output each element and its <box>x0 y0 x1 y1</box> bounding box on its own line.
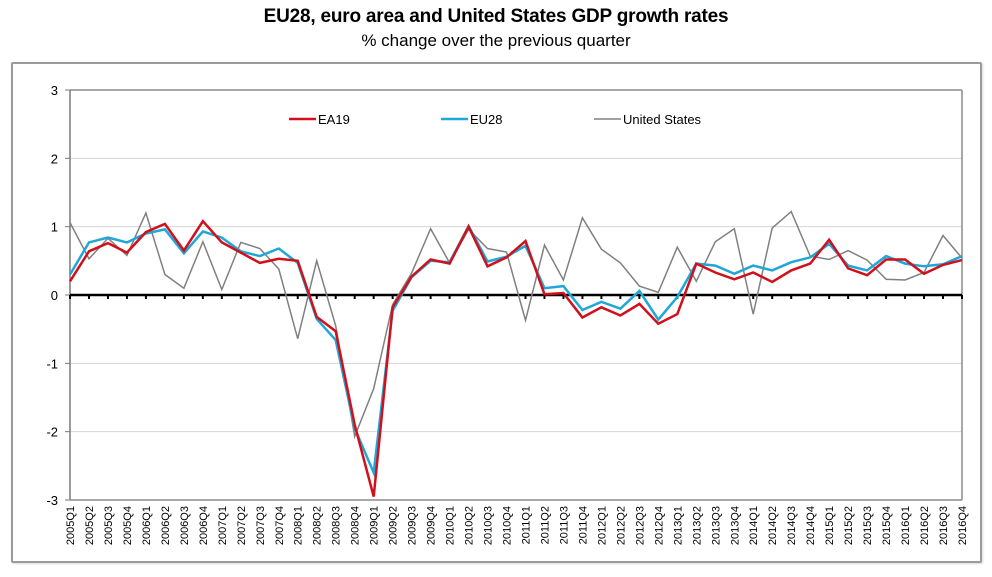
x-tick-label: 2015Q3 <box>862 506 874 545</box>
x-tick-label: 2006Q3 <box>179 506 191 545</box>
y-tick-label: 3 <box>51 83 58 98</box>
x-tick-label: 2015Q4 <box>881 506 893 545</box>
x-tick-label: 2011Q2 <box>539 506 551 544</box>
x-tick-label: 2007Q1 <box>217 506 229 545</box>
y-axis: 3 2 1 0 -1 -2 -3 <box>46 83 71 508</box>
x-tick-label: 2014Q4 <box>805 506 817 545</box>
x-tick-label: 2007Q2 <box>236 506 248 545</box>
x-tick-label: 2009Q1 <box>369 506 381 545</box>
x-tick-label: 2007Q4 <box>274 506 286 545</box>
legend: EA19 EU28 United States <box>289 112 702 127</box>
chart-frame <box>11 62 982 563</box>
x-axis <box>69 293 963 299</box>
x-tick-label: 2016Q2 <box>919 506 931 545</box>
y-tick-label: 0 <box>51 288 58 303</box>
x-tick-label: 2010Q2 <box>464 506 476 545</box>
x-tick-label: 2010Q1 <box>445 506 457 545</box>
chart-title: EU28, euro area and United States GDP gr… <box>263 6 729 27</box>
x-tick-label: 2014Q3 <box>786 506 798 545</box>
gridlines <box>70 157 962 433</box>
x-tick-label: 2014Q1 <box>748 506 760 545</box>
x-tick-label: 2005Q3 <box>103 506 115 545</box>
series-line-eu28 <box>68 223 963 478</box>
y-tick-label: 2 <box>51 151 58 166</box>
x-tick-label: 2013Q2 <box>691 506 703 545</box>
series-line-ea19 <box>68 219 963 497</box>
x-tick-label: 2009Q4 <box>426 506 438 545</box>
x-tick-label: 2015Q1 <box>824 506 836 545</box>
x-tick-label: 2009Q3 <box>407 506 419 545</box>
x-tick-label: 2015Q2 <box>843 506 855 545</box>
x-tick-label: 2006Q4 <box>198 506 210 545</box>
x-tick-label: 2011Q4 <box>577 506 589 544</box>
legend-item-united-states: United States <box>594 112 702 127</box>
x-tick-label: 2016Q4 <box>957 506 969 545</box>
x-tick-label: 2006Q1 <box>141 506 153 545</box>
x-tick-label: 2013Q3 <box>710 506 722 545</box>
x-tick-label: 2009Q2 <box>388 506 400 545</box>
x-tick-label: 2012Q3 <box>634 506 646 545</box>
y-tick-label: -1 <box>46 356 58 371</box>
x-tick-label: 2012Q4 <box>653 506 665 545</box>
x-tick-label: 2011Q3 <box>558 506 570 544</box>
x-tick-label: 2010Q4 <box>502 506 514 545</box>
legend-label: EA19 <box>318 112 350 127</box>
x-tick-label: 2012Q1 <box>596 506 608 545</box>
x-tick-label: 2010Q3 <box>483 506 495 545</box>
chart-subtitle: % change over the previous quarter <box>361 31 631 50</box>
x-tick-label: 2005Q4 <box>122 506 134 545</box>
x-tick-label: 2013Q4 <box>729 506 741 545</box>
legend-label: United States <box>623 112 702 127</box>
x-tick-label: 2012Q2 <box>615 506 627 545</box>
x-tick-label: 2014Q2 <box>767 506 779 545</box>
legend-item-ea19: EA19 <box>289 112 350 127</box>
x-axis-labels: 2005Q1 2005Q2 2005Q3 2005Q4 2006Q1 2006Q2 2006… <box>65 506 969 545</box>
y-tick-label: 1 <box>51 220 58 235</box>
x-tick-label: 2008Q4 <box>350 506 362 545</box>
legend-label: EU28 <box>470 112 503 127</box>
x-tick-label: 2008Q2 <box>312 506 324 545</box>
legend-item-eu28: EU28 <box>441 112 503 127</box>
x-tick-label: 2006Q2 <box>160 506 172 545</box>
x-tick-label: 2005Q1 <box>65 506 77 545</box>
y-tick-label: -3 <box>46 493 58 508</box>
x-tick-label: 2008Q3 <box>331 506 343 545</box>
y-tick-label: -2 <box>46 425 58 440</box>
x-tick-label: 2011Q1 <box>520 506 532 544</box>
series-lines <box>68 210 963 497</box>
x-tick-label: 2008Q1 <box>293 506 305 545</box>
x-tick-label: 2016Q1 <box>900 506 912 545</box>
x-tick-label: 2013Q1 <box>672 506 684 545</box>
x-tick-label: 2016Q3 <box>938 506 950 545</box>
x-tick-label: 2005Q2 <box>84 506 96 545</box>
x-tick-label: 2007Q3 <box>255 506 267 545</box>
